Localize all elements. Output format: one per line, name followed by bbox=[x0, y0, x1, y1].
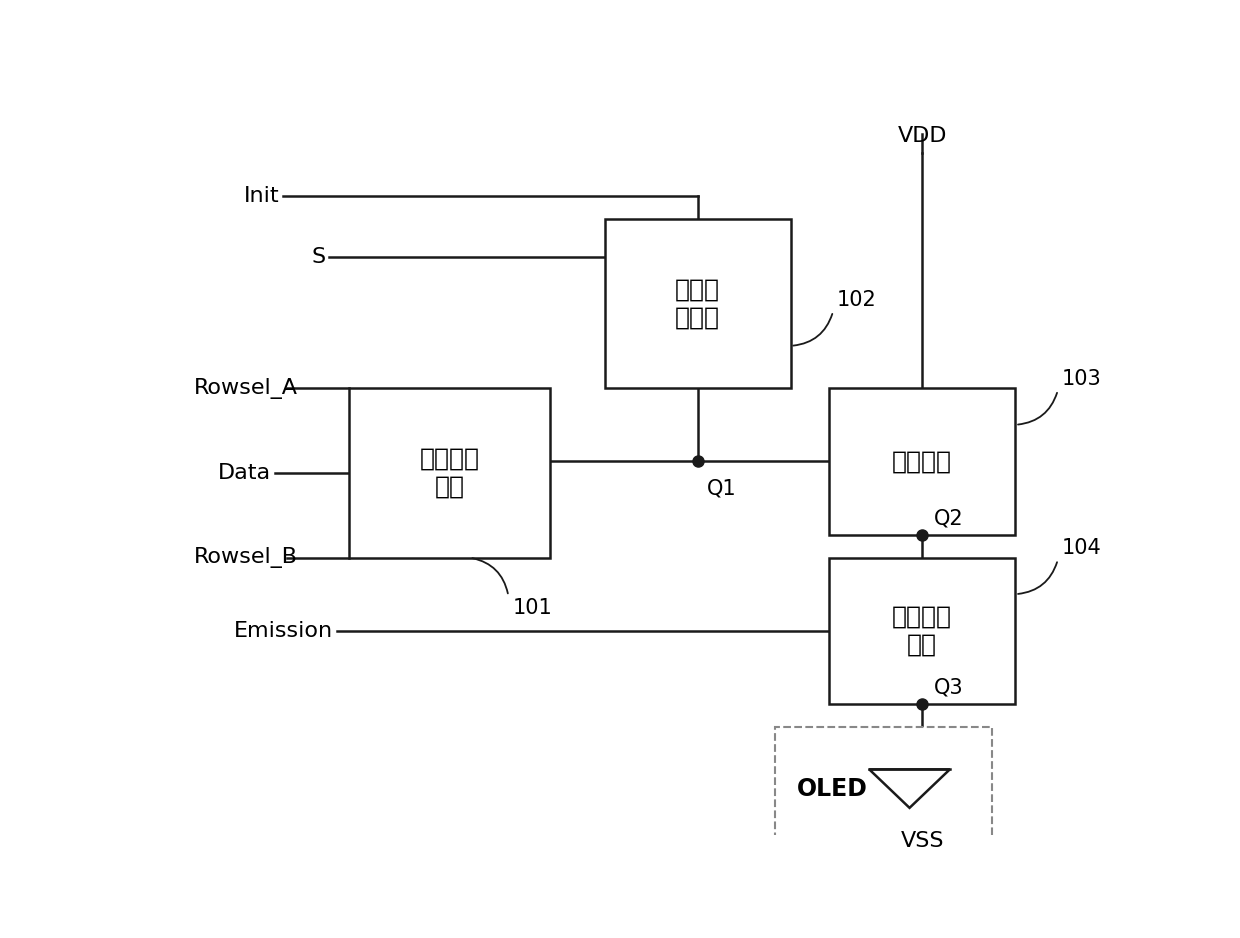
Text: Q1: Q1 bbox=[707, 478, 737, 498]
Text: Rowsel_A: Rowsel_A bbox=[193, 378, 298, 399]
Text: Data: Data bbox=[218, 463, 272, 483]
Text: OLED: OLED bbox=[796, 777, 868, 801]
Bar bbox=[830, 388, 1016, 535]
Text: 发光控制
模块: 发光控制 模块 bbox=[893, 605, 952, 657]
Text: VDD: VDD bbox=[898, 127, 947, 146]
Text: Q3: Q3 bbox=[934, 678, 963, 698]
Text: VSS: VSS bbox=[900, 831, 944, 851]
Text: Rowsel_B: Rowsel_B bbox=[193, 547, 298, 568]
Text: 驱动模块: 驱动模块 bbox=[893, 449, 952, 474]
Text: 数据调
节模块: 数据调 节模块 bbox=[675, 278, 720, 329]
Text: Emission: Emission bbox=[234, 621, 334, 641]
Bar bbox=[775, 727, 992, 850]
Text: 102: 102 bbox=[837, 290, 877, 310]
Text: S: S bbox=[311, 248, 325, 267]
Text: 101: 101 bbox=[512, 598, 552, 617]
Bar bbox=[605, 219, 791, 388]
Text: 103: 103 bbox=[1061, 369, 1101, 388]
Text: 104: 104 bbox=[1061, 538, 1101, 558]
Text: 数据写入
模块: 数据写入 模块 bbox=[419, 447, 480, 499]
Bar bbox=[830, 557, 1016, 704]
Bar bbox=[348, 388, 551, 557]
Text: Q2: Q2 bbox=[934, 508, 963, 528]
Text: Init: Init bbox=[243, 186, 279, 205]
